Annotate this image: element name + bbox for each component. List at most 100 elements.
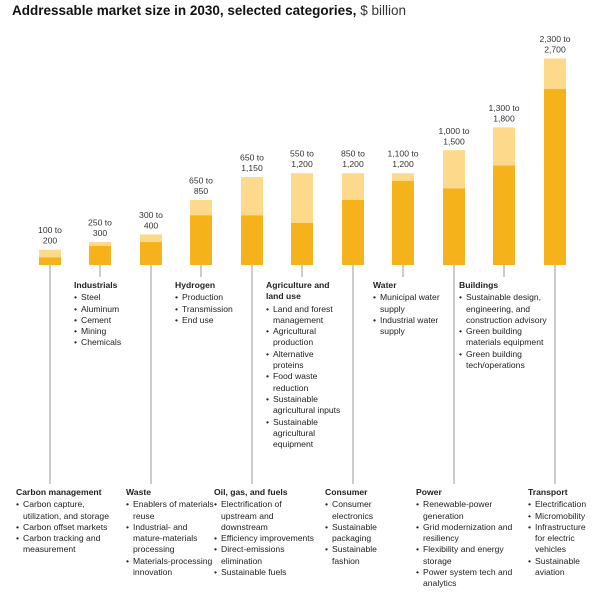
bar-range-segment xyxy=(342,173,364,200)
category-name: Consumer xyxy=(325,487,368,497)
category-item: Green building tech/operations xyxy=(459,349,559,372)
category-item-list: Renewable-power generationGrid moderniza… xyxy=(416,499,516,589)
bar-range-segment xyxy=(190,199,212,216)
category-item: Carbon tracking and measurement xyxy=(16,533,116,556)
category-item: Chemicals xyxy=(74,337,154,349)
bar-value-label: 1,100 to xyxy=(387,149,418,159)
category-item: End use xyxy=(175,315,255,327)
bar-value-label: 2,300 to xyxy=(539,34,570,44)
category-block: Power Renewable-power generationGrid mode… xyxy=(416,487,516,590)
bar-low-segment xyxy=(443,188,465,265)
category-item: Food waste reduction xyxy=(266,371,346,394)
bar-value-label: 650 to xyxy=(240,153,264,163)
category-item: Materials-processing innovation xyxy=(126,556,216,579)
category-item-list: Land and forest managementAgricultural p… xyxy=(266,304,346,451)
category-block: Oil, gas, and fuels Electrification of up… xyxy=(214,487,314,579)
category-block: Carbon management Carbon capture, utiliza… xyxy=(16,487,116,556)
category-item: Sustainable agricultural equipment xyxy=(266,417,346,451)
category-block: Buildings Sustainable design, engineering… xyxy=(459,280,559,371)
bar-value-label: 850 to xyxy=(341,149,365,159)
category-block: Agriculture and land useLand and forest … xyxy=(266,280,346,450)
bar-value-label: 650 to xyxy=(189,175,213,185)
category-block: Transport ElectrificationMicromobilityInf… xyxy=(528,487,596,578)
category-item: Carbon offset markets xyxy=(16,522,116,534)
bar-range-segment xyxy=(291,173,313,223)
category-name: Carbon management xyxy=(16,487,102,497)
bar-value-label: 2,700 xyxy=(544,44,566,54)
bar-range-segment xyxy=(392,173,414,181)
category-item-list: ProductionTransmissionEnd use xyxy=(175,292,255,326)
bar-value-label: 100 to xyxy=(38,225,62,235)
category-item: Renewable-power generation xyxy=(416,499,516,522)
bar-low-segment xyxy=(493,165,515,265)
category-item: Flexibility and energy storage xyxy=(416,544,516,567)
category-item: Production xyxy=(175,292,255,304)
category-name: Industrials xyxy=(74,280,118,290)
category-item: Enablers of materials reuse xyxy=(126,499,216,522)
category-item: Power system tech and analytics xyxy=(416,567,516,590)
category-item: Efficiency improvements xyxy=(214,533,314,545)
category-item: Alternative proteins xyxy=(266,349,346,372)
category-item: Sustainable agricultural inputs xyxy=(266,394,346,417)
category-item: Grid modernization and resiliency xyxy=(416,522,516,545)
category-item: Sustainable design, engineering, and con… xyxy=(459,292,559,326)
chart-title: Addressable market size in 2030, selecte… xyxy=(12,3,406,18)
category-item: Land and forest management xyxy=(266,304,346,327)
category-name: Water xyxy=(373,280,397,290)
bar-range-segment xyxy=(39,249,61,258)
category-item: Municipal water supply xyxy=(373,292,448,315)
bar-low-segment xyxy=(140,242,162,265)
bar-low-segment xyxy=(291,222,313,265)
bar-range-segment xyxy=(140,234,162,243)
bar-range-segment xyxy=(241,177,263,216)
chart-title-unit: $ billion xyxy=(360,3,406,18)
bar-range-segment xyxy=(89,242,111,246)
bar-value-label: 400 xyxy=(144,220,159,230)
category-item-list: Sustainable design, engineering, and con… xyxy=(459,292,559,371)
category-block: Waste Enablers of materials reuseIndustri… xyxy=(126,487,216,578)
category-name: Waste xyxy=(126,487,151,497)
category-item: Industrial water supply xyxy=(373,315,448,338)
category-item: Agricultural production xyxy=(266,326,346,349)
category-item: Micromobility xyxy=(528,511,596,523)
category-item-list: ElectrificationMicromobilityInfrastructu… xyxy=(528,499,596,578)
chart-title-main: Addressable market size in 2030, selecte… xyxy=(12,3,357,18)
bar-value-label: 250 to xyxy=(88,218,112,228)
bar-value-label: 1,200 xyxy=(342,159,364,169)
category-name: Transport xyxy=(528,487,568,497)
category-item-list: Enablers of materials reuseIndustrial- a… xyxy=(126,499,216,578)
category-item-list: Carbon capture, utilization, and storage… xyxy=(16,499,116,555)
bar-value-label: 1,800 xyxy=(493,113,515,123)
category-item: Green building materials equipment xyxy=(459,326,559,349)
bar-value-label: 1,500 xyxy=(443,136,465,146)
bar-low-segment xyxy=(392,180,414,265)
category-item: Sustainable fuels xyxy=(214,567,314,579)
bar-low-segment xyxy=(39,257,61,265)
bar-value-label: 200 xyxy=(43,236,58,246)
category-item: Transmission xyxy=(175,304,255,316)
category-item: Infrastructure for electric vehicles xyxy=(528,522,596,556)
bar-range-segment xyxy=(493,127,515,166)
category-item: Consumer electronics xyxy=(325,499,405,522)
category-block: Water Municipal water supplyIndustrial wa… xyxy=(373,280,448,337)
bar-low-segment xyxy=(544,89,566,265)
bar-value-label: 1,300 to xyxy=(488,103,519,113)
category-name: Oil, gas, and fuels xyxy=(214,487,288,497)
bar-value-label: 1,000 to xyxy=(438,126,469,136)
category-item: Electrification of upstream and downstre… xyxy=(214,499,314,533)
bar-value-label: 1,150 xyxy=(241,163,263,173)
bar-low-segment xyxy=(342,199,364,265)
category-name: Agriculture and land use xyxy=(266,280,330,302)
category-name: Hydrogen xyxy=(175,280,216,290)
category-block: Industrials SteelAluminumCementMiningChem… xyxy=(74,280,154,349)
category-name: Buildings xyxy=(459,280,499,290)
bar-range-segment xyxy=(443,150,465,189)
category-item: Direct-emissions elimination xyxy=(214,544,314,567)
category-item: Sustainable aviation xyxy=(528,556,596,579)
category-item-list: Consumer electronicsSustainable packagin… xyxy=(325,499,405,567)
bar-value-label: 300 xyxy=(93,228,108,238)
category-item: Electrification xyxy=(528,499,596,511)
bar-low-segment xyxy=(190,215,212,265)
bar-value-label: 850 xyxy=(194,186,209,196)
